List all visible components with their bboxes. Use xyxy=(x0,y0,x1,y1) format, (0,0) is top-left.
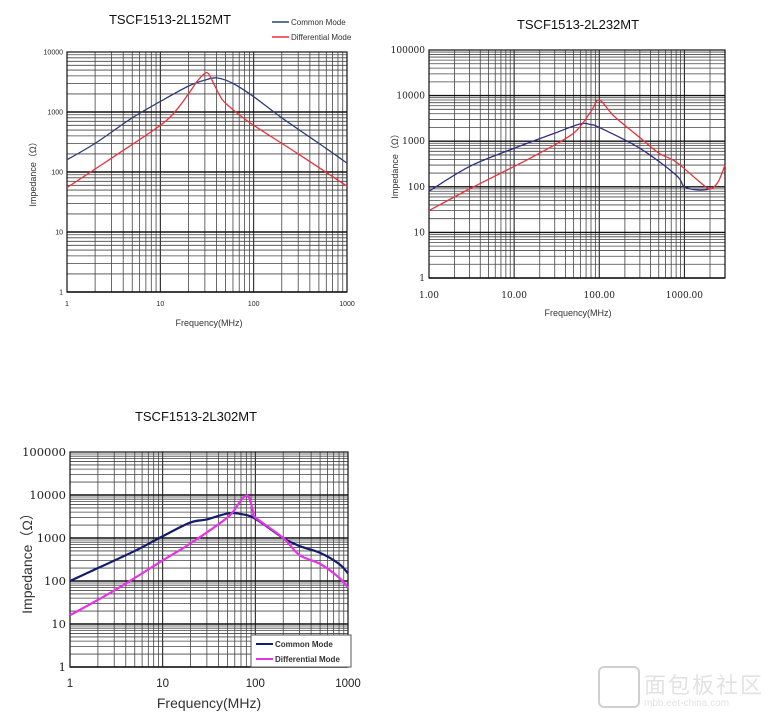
series-line-differential-mode xyxy=(69,494,349,617)
series-line-common-mode xyxy=(69,512,349,582)
y-tick-label: 100 xyxy=(408,183,425,193)
chart-2: 1.00 10.00 100.00 1000.00 1 10 100 1000 10000 100… xyxy=(390,17,726,318)
y-tick-label: 10000 xyxy=(396,92,425,102)
chart-title: TSCF1513-2L232MT xyxy=(517,17,639,32)
legend-label: Common Mode xyxy=(275,640,333,649)
x-tick-label: 1000 xyxy=(335,678,361,690)
series-line-2 xyxy=(428,99,726,212)
y-tick-label: 1 xyxy=(59,289,63,296)
series-line-differential-mode xyxy=(66,71,348,189)
grid xyxy=(66,52,347,293)
x-tick-label: 10 xyxy=(156,678,169,690)
y-tick-label: 100000 xyxy=(391,46,426,56)
y-tick-label: 100000 xyxy=(22,445,66,459)
x-tick-label: 100 xyxy=(248,301,260,308)
legend-label: Differential Mode xyxy=(291,33,352,42)
plot-frame xyxy=(69,451,349,668)
y-tick-label: 10 xyxy=(51,617,66,631)
y-axis-label: Impedance（Ω） xyxy=(390,129,400,198)
y-tick-label: 10 xyxy=(414,228,426,238)
chart-title: TSCF1513-2L302MT xyxy=(135,409,257,424)
y-tick-label: 10 xyxy=(55,229,63,236)
series-line-common-mode xyxy=(66,77,348,164)
legend-label: Common Mode xyxy=(291,18,346,27)
legend-label: Differential Mode xyxy=(275,655,340,664)
x-tick-label: 1 xyxy=(65,301,69,308)
watermark-url: mbb.eet-china.com xyxy=(644,698,730,709)
y-tick-label: 10000 xyxy=(29,488,66,502)
y-tick-label: 10000 xyxy=(44,49,64,56)
y-axis-label: Impedance（Ω） xyxy=(19,506,35,614)
x-tick-label: 1000.00 xyxy=(666,291,703,301)
chart-3: 1 10 100 1000 1 10 100 1000 10000 100000 TSCF1513-… xyxy=(19,409,361,711)
y-tick-label: 100 xyxy=(51,169,63,176)
legend-box xyxy=(250,634,352,668)
x-tick-label: 1.00 xyxy=(419,291,439,301)
y-tick-label: 1 xyxy=(419,274,425,284)
x-tick-label: 100.00 xyxy=(584,291,616,301)
y-axis-label: Impedance（Ω） xyxy=(28,137,38,206)
chart-title: TSCF1513-2L152MT xyxy=(109,12,231,27)
x-tick-label: 1000 xyxy=(339,301,355,308)
x-axis-label: Frequency(MHz) xyxy=(544,308,611,318)
watermark-text: 面包板社区 xyxy=(644,674,765,699)
series-line-1 xyxy=(428,122,711,192)
x-tick-label: 1 xyxy=(67,678,73,690)
y-tick-label: 1000 xyxy=(402,137,425,147)
plot-frame xyxy=(66,51,348,293)
watermark-logo: 面包板社区 mbb.eet-china.com xyxy=(598,666,777,716)
x-axis-label: Frequency(MHz) xyxy=(157,695,261,711)
y-tick-label: 1000 xyxy=(47,109,63,116)
watermark-icon xyxy=(598,666,640,708)
x-tick-label: 10 xyxy=(156,301,164,308)
legend: Common Mode Differential Mode xyxy=(250,634,352,668)
y-tick-label: 1000 xyxy=(37,531,66,545)
x-axis-label: Frequency(MHz) xyxy=(175,318,242,328)
x-tick-label: 10.00 xyxy=(501,291,527,301)
plot-frame xyxy=(428,49,726,279)
chart-1: 1 10 100 1000 1 10 100 1000 10000 TSCF1513-2L152M… xyxy=(28,12,355,328)
y-tick-label: 1 xyxy=(59,660,66,674)
grid xyxy=(428,50,726,279)
y-tick-label: 100 xyxy=(44,574,66,588)
legend: Common Mode Differential Mode xyxy=(272,18,352,42)
x-tick-label: 100 xyxy=(246,678,265,690)
